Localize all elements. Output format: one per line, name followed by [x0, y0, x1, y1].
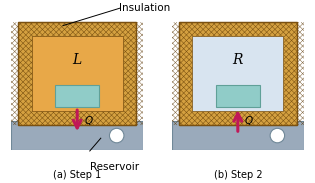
Text: Insulation: Insulation [119, 3, 170, 13]
Circle shape [270, 128, 284, 143]
Bar [179, 22, 297, 125]
Bar [18, 22, 136, 125]
Text: L: L [72, 53, 82, 67]
Text: (b) Step 2: (b) Step 2 [214, 170, 262, 180]
Bar [179, 22, 297, 125]
Text: (a) Step 1: (a) Step 1 [53, 170, 101, 180]
Bar [11, 121, 143, 150]
Text: R: R [232, 53, 243, 67]
Bar [32, 36, 123, 111]
Bar [172, 121, 304, 150]
Text: Reservoir: Reservoir [90, 162, 139, 172]
Bar [216, 85, 260, 107]
Text: Q: Q [245, 116, 253, 126]
Bar [192, 36, 283, 111]
Bar [55, 85, 99, 107]
Text: Q: Q [84, 116, 93, 126]
Circle shape [109, 128, 124, 143]
Bar [18, 22, 136, 125]
